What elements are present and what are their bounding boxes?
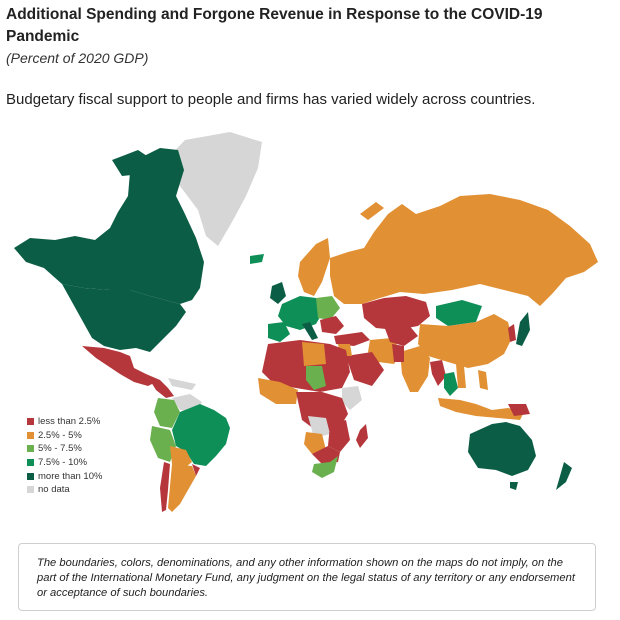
region-china[interactable] [418,314,512,368]
region-west-africa[interactable] [258,378,298,404]
legend-swatch [27,472,34,480]
chart-subtitle: (Percent of 2020 GDP) [6,50,149,66]
region-horn-of-africa[interactable] [342,386,362,410]
region-madagascar[interactable] [356,424,368,448]
region-uruguay[interactable] [192,464,200,476]
region-chile[interactable] [160,462,170,512]
region-central-europe[interactable] [316,296,340,320]
region-iceland[interactable] [250,254,264,264]
region-central-asia[interactable] [384,324,418,346]
legend-label: 2.5% - 5% [38,429,82,441]
region-argentina[interactable] [168,464,196,512]
region-peru[interactable] [150,426,176,462]
region-vietnam[interactable] [456,364,466,388]
region-turkey[interactable] [334,332,370,346]
region-chad[interactable] [306,366,326,390]
region-uk[interactable] [270,282,286,304]
legend-swatch [27,431,34,439]
region-colombia[interactable] [154,398,180,428]
region-mongolia[interactable] [436,300,482,326]
region-australia[interactable] [468,422,536,476]
region-brazil[interactable] [172,404,230,466]
legend-item-more-than-10: more than 10% [27,469,102,483]
region-balkans[interactable] [320,316,344,334]
region-south-africa[interactable] [312,456,338,478]
legend-swatch [27,418,34,426]
legend-item-less-than-2-5: less than 2.5% [27,415,102,429]
region-mexico[interactable] [82,346,156,386]
region-new-zealand[interactable] [556,462,572,490]
legend-label: 5% - 7.5% [38,443,82,455]
region-libya[interactable] [302,342,326,366]
region-pakistan[interactable] [392,344,404,362]
legend-label: no data [38,484,70,496]
region-kazakhstan[interactable] [362,296,430,330]
region-central-africa[interactable] [296,392,348,432]
legend-item-5-to-7-5: 5% - 7.5% [27,442,102,456]
legend-label: 7.5% - 10% [38,457,88,469]
region-philippines[interactable] [478,370,488,390]
world-map [14,132,598,512]
region-italy[interactable] [302,322,318,340]
legend-label: less than 2.5% [38,416,101,428]
region-japan[interactable] [516,312,530,346]
region-scandinavia[interactable] [298,238,330,296]
region-canada[interactable] [14,148,204,304]
region-drc[interactable] [308,416,330,438]
region-angola[interactable] [304,432,326,454]
region-arctic-islands[interactable] [112,150,150,176]
legend-item-no-data: no data [27,483,102,497]
region-bolivia[interactable] [170,446,192,470]
region-western-europe[interactable] [278,296,324,330]
legend-label: more than 10% [38,470,103,482]
region-caribbean[interactable] [168,378,196,390]
legend-swatch [27,459,34,467]
disclaimer-note: The boundaries, colors, denominations, a… [18,543,596,611]
chart-title: Additional Spending and Forgone Revenue … [6,6,543,45]
chart-lede: Budgetary fiscal support to people and f… [6,91,536,108]
region-central-america[interactable] [146,374,174,398]
region-png[interactable] [508,404,530,416]
region-russia[interactable] [330,194,598,306]
region-iberia[interactable] [268,322,290,342]
region-saudi-arabia[interactable] [346,352,384,386]
legend-swatch [27,486,34,494]
legend-item-2-5-to-5: 2.5% - 5% [27,429,102,443]
region-southern-africa[interactable] [312,446,340,464]
region-greenland[interactable] [166,132,262,246]
region-usa[interactable] [62,284,186,352]
region-thailand[interactable] [444,372,458,396]
legend-item-7-5-to-10: 7.5% - 10% [27,456,102,470]
region-indonesia[interactable] [438,398,524,420]
map-legend: less than 2.5% 2.5% - 5% 5% - 7.5% 7.5% … [27,415,102,497]
region-india[interactable] [400,346,430,392]
region-myanmar[interactable] [430,360,446,386]
region-east-africa[interactable] [328,420,350,452]
region-korea[interactable] [508,324,516,342]
legend-swatch [27,445,34,453]
region-tasmania[interactable] [510,482,518,490]
region-novaya-zemlya[interactable] [360,202,384,220]
